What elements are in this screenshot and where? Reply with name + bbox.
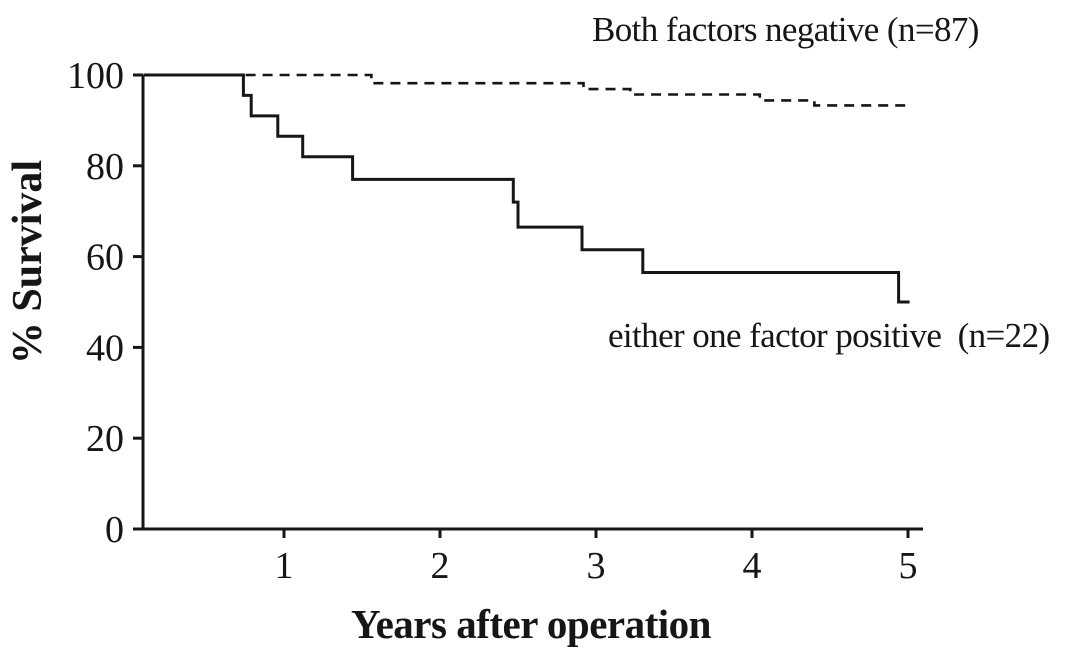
y-axis-title: % Survival bbox=[5, 159, 51, 365]
km-curve-dashed-negative bbox=[143, 73, 907, 107]
y-tick-label: 80 bbox=[86, 146, 124, 188]
series-label-both-negative: Both factors negative (n=87) bbox=[592, 10, 979, 49]
x-axis-title: Years after operation bbox=[351, 601, 711, 647]
y-tick-label: 60 bbox=[86, 237, 124, 279]
y-tick-label: 100 bbox=[67, 55, 124, 97]
axis-lines bbox=[141, 75, 923, 531]
x-tick-label: 5 bbox=[899, 545, 918, 587]
x-tick-label: 1 bbox=[275, 545, 294, 587]
y-tick-label: 0 bbox=[105, 509, 124, 551]
y-tick-label: 20 bbox=[86, 418, 124, 460]
x-tick-label: 2 bbox=[431, 545, 450, 587]
km-curve-solid-positive bbox=[143, 73, 910, 304]
x-tick-label: 4 bbox=[743, 545, 762, 587]
x-tick-label: 3 bbox=[587, 545, 606, 587]
y-tick-label: 40 bbox=[86, 327, 124, 369]
series-label-either-positive: either one factor positive (n=22) bbox=[608, 316, 1050, 355]
